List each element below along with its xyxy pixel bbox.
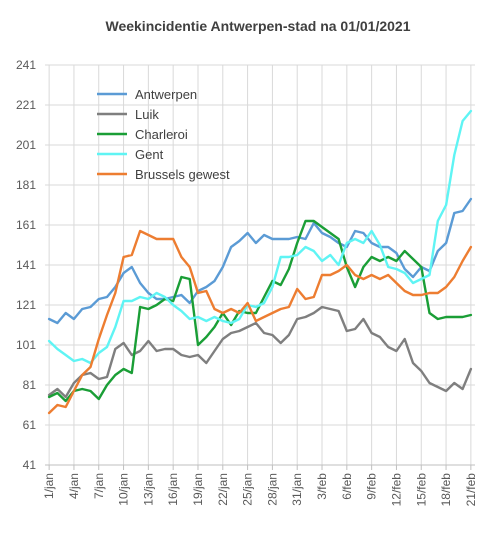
x-tick-label: 4/jan [67, 473, 81, 499]
x-tick-label: 6/feb [340, 473, 354, 500]
axis-layer: 41 61 81 101 121 141 161 181 201 221 241 1/jan 4/jan… [16, 58, 478, 506]
x-tick-label: 13/jan [141, 473, 155, 506]
x-tick-label: 28/jan [265, 473, 279, 506]
x-tick-label: 18/feb [439, 473, 453, 507]
x-tick-label: 9/feb [365, 473, 379, 500]
series-layer [47, 109, 473, 415]
y-tick-label: 221 [16, 98, 36, 112]
series-line-charleroi [47, 219, 473, 403]
y-tick-label: 141 [16, 258, 36, 272]
y-tick-label: 181 [16, 178, 36, 192]
x-tick-label: 31/jan [290, 473, 304, 506]
y-tick-label: 101 [16, 338, 36, 352]
y-tick-label: 201 [16, 138, 36, 152]
x-tick-label: 15/feb [414, 473, 428, 507]
y-tick-label: 241 [16, 58, 36, 72]
x-tick-label: 7/jan [92, 473, 106, 499]
x-tick-label: 21/feb [464, 473, 478, 507]
series-line-luik [47, 305, 473, 399]
x-tick-label: 25/jan [241, 473, 255, 506]
x-tick-label: 12/feb [389, 473, 403, 507]
series-line-brussels-gewest [47, 229, 473, 415]
x-tick-label: 3/feb [315, 473, 329, 500]
y-tick-label: 81 [23, 378, 37, 392]
y-tick-label: 121 [16, 298, 36, 312]
series-line-gent [47, 109, 473, 365]
x-tick-label: 10/jan [117, 473, 131, 506]
x-tick-label: 1/jan [42, 473, 56, 499]
chart-title: Weekincidentie Antwerpen-stad na 01/01/2… [105, 18, 410, 34]
y-tick-label: 161 [16, 218, 36, 232]
y-tick-label: 41 [23, 458, 37, 472]
legend-label-luik: Luik [135, 107, 159, 122]
legend-label-charleroi: Charleroi [135, 127, 188, 142]
x-tick-label: 16/jan [166, 473, 180, 506]
grid-layer [45, 64, 475, 466]
x-tick-label: 19/jan [191, 473, 205, 506]
legend-label-antwerpen: Antwerpen [135, 87, 197, 102]
legend: Antwerpen Luik Charleroi Gent Brussels gewes… [97, 87, 230, 182]
legend-label-gent: Gent [135, 147, 164, 162]
legend-label-brussels-gewest: Brussels gewest [135, 167, 230, 182]
x-tick-label: 22/jan [216, 473, 230, 506]
y-tick-label: 61 [23, 418, 37, 432]
